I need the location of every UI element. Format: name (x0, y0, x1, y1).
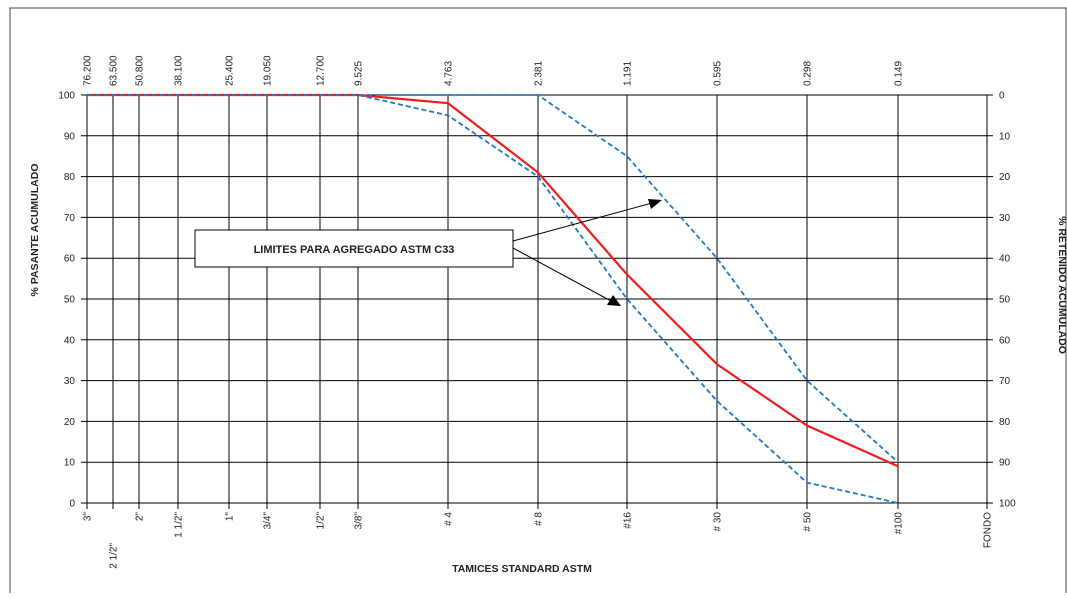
annotation-arrowhead-lower (607, 295, 621, 306)
sieve-tick-label: 1 1/2" (174, 512, 185, 538)
x-axis-title: TAMICES STANDARD ASTM (452, 563, 592, 575)
y-tick-label-left: 0 (69, 499, 75, 510)
opening-tick-label: 38.100 (174, 55, 185, 86)
y-tick-label-left: 50 (64, 295, 76, 306)
sieve-tick-labels: 3" 2 1/2" 2" 1 1/2" 1" 3/4" 1/2" 3/8" # 4 # 8 #16 #… (83, 512, 994, 569)
y-tick-label-right: 90 (999, 458, 1011, 469)
y-tick-label-right: 30 (999, 213, 1011, 224)
annotation-arrow-lower (512, 247, 612, 302)
series-line-1 (87, 94, 899, 463)
series-line-0 (87, 93, 899, 468)
annotation: LIMITES PARA AGREGADO ASTM C33 (194, 199, 662, 306)
sieve-tick-label: 2" (135, 512, 146, 522)
opening-tick-label: 19.050 (263, 55, 274, 86)
y-tick-label-left: 70 (64, 213, 76, 224)
left-y-tick-labels: 0 10 20 30 40 50 60 70 80 90 100 (58, 91, 75, 510)
sieve-tick-label: #16 (623, 512, 634, 529)
opening-tick-label: 9.525 (354, 61, 365, 86)
sieve-tick-label: 2 1/2" (109, 543, 120, 569)
y-tick-label-right: 0 (999, 91, 1005, 102)
annotation-text: LIMITES PARA AGREGADO ASTM C33 (254, 244, 455, 256)
series-lines (87, 93, 899, 504)
y-tick-label-left: 40 (64, 335, 76, 346)
y-axis-title-left: % PASANTE ACUMULADO (29, 164, 41, 297)
y-tick-label-right: 60 (999, 335, 1011, 346)
y-tick-label-right: 40 (999, 254, 1011, 265)
y-tick-label-right: 10 (999, 131, 1011, 142)
sieve-tick-label: 1" (225, 512, 236, 522)
opening-tick-label: 25.400 (225, 55, 236, 86)
annotation-arrow-upper (512, 202, 653, 242)
y-tick-label-right: 100 (999, 499, 1016, 510)
sieve-tick-label: # 30 (713, 512, 724, 532)
opening-tick-labels: 76.200 63.500 50.800 38.100 25.400 19.050 12.7… (83, 55, 905, 86)
y-tick-label-right: 20 (999, 172, 1011, 183)
y-tick-label-left: 10 (64, 458, 76, 469)
annotation-arrowhead-upper (648, 199, 662, 209)
opening-tick-label: 50.800 (135, 55, 146, 86)
opening-tick-label: 63.500 (109, 55, 120, 86)
y-tick-label-left: 60 (64, 254, 76, 265)
outer-border (9, 7, 1067, 598)
y-axis-title-right: % RETENIDO ACUMULADO (1056, 216, 1067, 354)
opening-tick-label: 0.595 (713, 61, 724, 86)
y-tick-label-left: 80 (64, 172, 76, 183)
sieve-tick-label: 3" (83, 512, 94, 522)
sieve-tick-label: #100 (894, 512, 905, 535)
opening-tick-label: 12.700 (316, 55, 327, 86)
sieve-tick-label: 3/4" (263, 512, 274, 530)
series-line-2 (87, 94, 899, 504)
y-tick-label-left: 20 (64, 417, 76, 428)
opening-tick-label: 0.298 (803, 61, 814, 86)
sieve-tick-label: # 8 (534, 512, 545, 526)
vertical-grid (86, 95, 988, 509)
y-tick-label-right: 70 (999, 376, 1011, 387)
sieve-tick-label: 1/2" (316, 512, 327, 530)
sieve-tick-label: # 4 (444, 512, 455, 526)
opening-tick-label: 76.200 (83, 55, 94, 86)
sieve-tick-label: # 50 (803, 512, 814, 532)
y-tick-label-left: 90 (64, 131, 76, 142)
sieve-tick-label: FONDO (983, 512, 994, 548)
opening-tick-label: 2.381 (534, 61, 545, 86)
y-tick-label-right: 80 (999, 417, 1011, 428)
y-tick-label-left: 30 (64, 376, 76, 387)
opening-tick-label: 4.763 (444, 61, 455, 86)
sieve-tick-label: 3/8" (354, 512, 365, 530)
y-tick-label-left: 100 (58, 91, 75, 102)
y-tick-label-right: 50 (999, 295, 1011, 306)
opening-tick-label: 0.149 (894, 61, 905, 86)
opening-tick-label: 1.191 (623, 61, 634, 86)
horizontal-grid (81, 94, 993, 504)
